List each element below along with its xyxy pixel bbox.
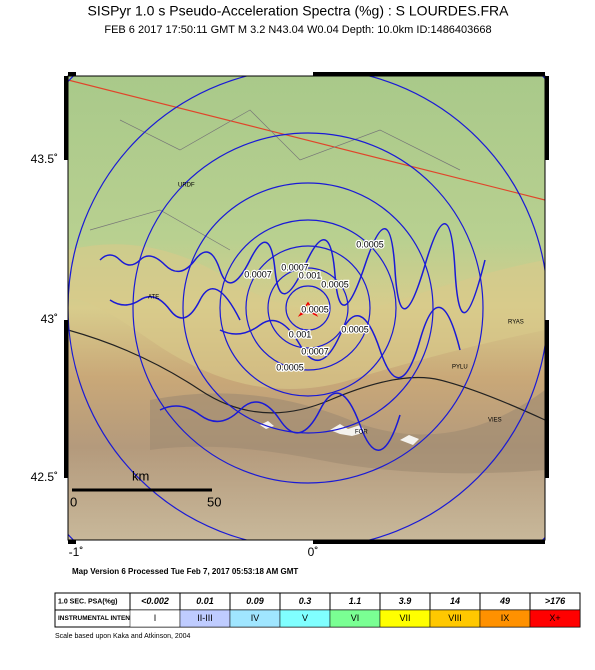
- frame-seg: [64, 76, 68, 160]
- contour-labels: 0.00050.00070.0010.00050.00070.00050.001…: [243, 238, 385, 374]
- intensity-label: IV: [251, 613, 260, 623]
- legend-row-title: INSTRUMENTAL INTENSITY: [58, 615, 145, 622]
- scale-end: 50: [207, 494, 221, 509]
- intensity-cell: [529, 609, 581, 628]
- contour-label: 0.0005: [356, 239, 384, 249]
- contour-label: 0.0007: [301, 346, 329, 356]
- frame-seg: [545, 320, 549, 478]
- intensity-label: I: [154, 613, 157, 623]
- snow-peaks: [260, 421, 419, 445]
- contour: [219, 219, 397, 397]
- intensity-label: IX: [501, 613, 510, 623]
- contour-label: 0.001: [299, 270, 322, 280]
- frame-seg: [68, 540, 76, 544]
- scale-unit: km: [132, 468, 149, 483]
- title: SISPyr 1.0 s Pseudo-Acceleration Spectra…: [88, 3, 510, 19]
- place: PYLU: [452, 365, 468, 371]
- psa-label: 3.9: [399, 596, 412, 606]
- psa-label: 0.3: [299, 596, 312, 606]
- intensity-label: VIII: [448, 613, 462, 623]
- contour: [132, 132, 484, 484]
- frame-seg: [313, 540, 545, 544]
- contour: [245, 245, 371, 371]
- lon-label: 0˚: [308, 545, 319, 559]
- admin-lines: [89, 109, 461, 251]
- frame-ticks: [64, 72, 549, 544]
- place: RYAS: [508, 320, 524, 326]
- frame-seg: [313, 72, 545, 76]
- place: ATE: [148, 295, 159, 301]
- psa-label: 1.1: [349, 596, 362, 606]
- psa-label: 14: [450, 596, 460, 606]
- map-frame: [67, 75, 546, 541]
- place: URDF: [178, 183, 195, 189]
- intensity-label: V: [302, 613, 308, 623]
- contour-label: 0.0005: [301, 304, 329, 314]
- version: Map Version 6 Processed Tue Feb 7, 2017 …: [72, 567, 298, 576]
- lat-label: 43.5˚: [31, 152, 58, 166]
- pga-contours: [99, 223, 486, 451]
- lon-label: -1˚: [69, 545, 84, 559]
- foothills: [68, 244, 545, 389]
- psa-label: 49: [499, 596, 510, 606]
- contour-label: 0.001: [289, 329, 312, 339]
- scale-start: 0: [70, 494, 77, 509]
- contour-label: 0.0005: [321, 279, 349, 289]
- contour: [285, 285, 331, 331]
- subtitle: FEB 6 2017 17:50:11 GMT M 3.2 N43.04 W0.…: [104, 24, 491, 36]
- contour-label: 0.0007: [244, 269, 272, 279]
- intensity-label: II-III: [197, 613, 213, 623]
- contours: [68, 76, 545, 540]
- contour: [267, 267, 349, 349]
- map-area: 0.00050.00070.0010.00050.00070.00050.001…: [68, 76, 545, 540]
- lat-label: 42.5˚: [31, 470, 58, 484]
- place: VIES: [488, 418, 502, 424]
- place: FOR: [355, 430, 368, 436]
- fault-line: [68, 79, 545, 201]
- frame-seg: [545, 76, 549, 160]
- intensity-label: VI: [351, 613, 360, 623]
- contour-label: 0.0005: [276, 362, 304, 372]
- psa-label: 0.09: [246, 596, 264, 606]
- psa-label: <0.002: [141, 596, 169, 606]
- frame-seg: [64, 320, 68, 478]
- contour-label: 0.0005: [341, 324, 369, 334]
- psa-label: >176: [545, 596, 566, 606]
- lat-label: 43˚: [41, 312, 58, 326]
- credit: Scale based upon Kaka and Atkinson, 2004: [55, 633, 191, 640]
- legend-row-title: 1.0 SEC. PSA(%g): [58, 598, 118, 605]
- contour: [182, 182, 434, 434]
- contour-label: 0.0007: [281, 262, 309, 272]
- intensity-label: VII: [399, 613, 410, 623]
- legend: 1.0 SEC. PSA(%g) INSTRUMENTAL INTENSITY <0…: [54, 592, 581, 628]
- frame-seg: [68, 72, 76, 76]
- psa-label: 0.01: [196, 596, 214, 606]
- epicenter: [297, 301, 319, 317]
- intensity-label: X+: [549, 613, 560, 623]
